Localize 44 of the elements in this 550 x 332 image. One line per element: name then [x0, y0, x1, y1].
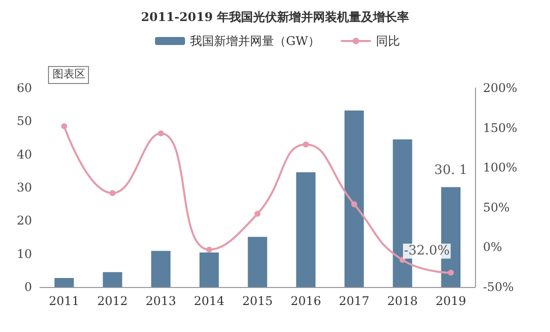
y2-tick-label: 150% [483, 120, 518, 135]
data-label: 30. 1 [434, 163, 468, 178]
point [61, 123, 68, 130]
bar [151, 250, 170, 287]
bar [344, 110, 364, 287]
x-tick-label: 2016 [290, 294, 322, 308]
x-tick-label: 2015 [242, 294, 273, 308]
bar [200, 252, 219, 287]
bar [296, 172, 316, 287]
y-tick-label: 40 [16, 147, 32, 162]
y2-tick-label: 0% [483, 240, 502, 254]
y2-tick-label: 50% [483, 200, 510, 214]
x-tick-label: 2012 [97, 294, 128, 308]
y-tick-label: 10 [16, 246, 32, 261]
bar [54, 278, 74, 287]
y-tick-label: 60 [16, 81, 32, 95]
point [254, 210, 260, 217]
bar [248, 236, 268, 287]
point [110, 190, 116, 196]
data-label: -32.0% [404, 244, 450, 259]
legend-label: 同比 [376, 34, 400, 48]
y-tick-label: 50 [16, 114, 32, 128]
x-tick-label: 2013 [146, 294, 176, 308]
x-tick-label: 2014 [194, 294, 225, 308]
y2-tick-label: -50% [483, 280, 514, 294]
x-tick-label: 2019 [436, 294, 466, 308]
point [448, 270, 454, 276]
y-tick-label: 30 [16, 180, 32, 194]
y-tick-label: 0 [24, 280, 32, 294]
y2-tick-label: 100% [483, 160, 518, 175]
point [351, 201, 358, 208]
legend-label: 我国新增并网量（GW） [190, 34, 320, 48]
text: 图表区 [52, 68, 86, 80]
x-tick-label: 2011 [48, 294, 80, 308]
chart-title: 2011-2019 年我国光伏新增并网装机量及增长率 [141, 10, 409, 24]
bar [102, 272, 122, 287]
point [400, 256, 406, 263]
point [302, 142, 309, 148]
point [158, 130, 164, 136]
x-tick-label: 2018 [387, 294, 418, 308]
x-tick-label: 2017 [338, 294, 370, 308]
y-tick-label: 20 [16, 214, 32, 228]
point [206, 246, 212, 253]
y2-tick-label: 200% [483, 81, 518, 95]
